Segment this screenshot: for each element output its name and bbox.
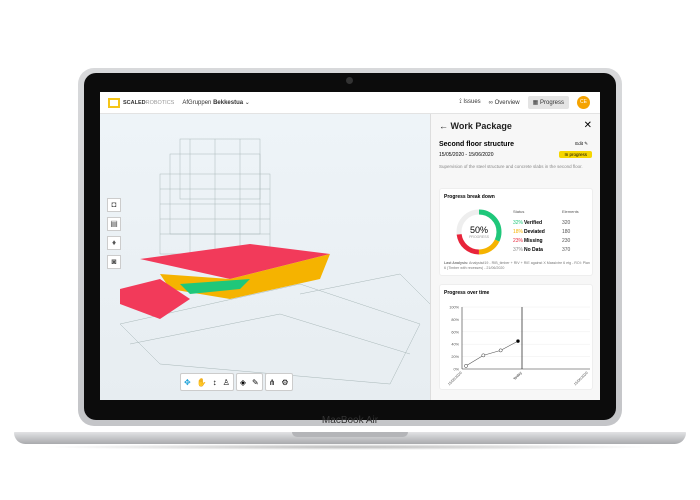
screenshot-icon[interactable]: ◙ bbox=[107, 255, 121, 269]
x-tick-label: Today bbox=[513, 371, 523, 381]
last-analysis-label: Last Analysis: bbox=[444, 261, 469, 265]
device-label: MacBook Air bbox=[321, 415, 379, 426]
row-count: 370 bbox=[562, 246, 571, 253]
x-tick-label: 15/05/2020 bbox=[447, 371, 463, 387]
donut-label: PROGRESS bbox=[469, 235, 489, 239]
breakdown-card: Progress break down 50% PROGRESS Status … bbox=[439, 188, 593, 276]
person-icon[interactable]: ♙ bbox=[222, 377, 230, 387]
data-point bbox=[464, 364, 468, 368]
logo-bold: SCALED bbox=[123, 99, 146, 106]
walk-icon[interactable]: ↕ bbox=[212, 377, 217, 387]
y-tick-label: 20% bbox=[451, 355, 459, 359]
breakdown-row: 32% Verified 320 bbox=[513, 218, 591, 227]
row-pct: 18% bbox=[513, 228, 524, 235]
edit-label: Edit bbox=[575, 141, 583, 146]
status-badge: In progress bbox=[559, 151, 592, 158]
row-pct: 32% bbox=[513, 219, 524, 226]
row-count: 180 bbox=[562, 228, 571, 235]
navigate-icon[interactable]: ✥ bbox=[184, 377, 191, 387]
laptop-notch bbox=[292, 432, 408, 437]
nav-issues[interactable]: ⟟ Issues bbox=[459, 99, 481, 105]
laptop-shadow bbox=[40, 444, 660, 450]
row-count: 230 bbox=[562, 237, 571, 244]
3d-viewport[interactable]: ◘ ▤ ♦ ◙ ✥ ✋ ↕ ♙ ◈ ✎ ⋔ ⚙ bbox=[100, 114, 431, 400]
col-status: Status bbox=[513, 209, 525, 214]
breakdown-row: 18% Deviated 180 bbox=[513, 227, 591, 236]
row-label: No Data bbox=[524, 246, 543, 253]
edit-button[interactable]: Edit ✎ bbox=[575, 141, 588, 146]
y-tick-label: 40% bbox=[451, 343, 459, 347]
x-tick-label: 15/06/2020 bbox=[573, 371, 589, 387]
logo-icon bbox=[108, 97, 120, 108]
chart-title: Progress over time bbox=[444, 290, 490, 296]
donut-percent: 50% bbox=[469, 225, 488, 235]
progress-over-time-card: Progress over time 0% 20% 40% 60% 80% 100% 15/… bbox=[439, 284, 593, 390]
close-icon[interactable]: ✕ bbox=[583, 120, 592, 131]
settings-icon[interactable]: ⚙ bbox=[281, 377, 289, 387]
project-name: Bekkestua bbox=[213, 100, 244, 106]
row-label: Deviated bbox=[524, 228, 545, 235]
hand-icon[interactable]: ✋ bbox=[196, 377, 207, 387]
progress-donut bbox=[456, 209, 502, 255]
y-tick-label: 60% bbox=[451, 330, 459, 334]
card-title: Progress break down bbox=[444, 194, 495, 200]
nav-overview[interactable]: ∞ Overview bbox=[488, 99, 520, 106]
progress-chart: 0% 20% 40% 60% 80% 100% 15/05/2020 Today 15/06/2… bbox=[447, 306, 590, 387]
row-label: Missing bbox=[524, 237, 543, 244]
row-label: Verified bbox=[524, 219, 543, 226]
breakdown-row: 37% No Data 370 bbox=[513, 245, 591, 254]
measure-icon[interactable]: ✎ bbox=[252, 377, 259, 387]
drop-icon[interactable]: ♦ bbox=[107, 236, 121, 250]
laptop-base bbox=[14, 432, 686, 444]
building-model bbox=[119, 138, 431, 385]
data-point bbox=[516, 339, 520, 343]
data-point bbox=[498, 348, 503, 353]
slab-verified bbox=[180, 279, 250, 294]
back-arrow-icon[interactable]: ← bbox=[439, 121, 448, 131]
data-point bbox=[481, 353, 486, 358]
camera bbox=[346, 77, 353, 84]
breakdown-row: 23% Missing 230 bbox=[513, 236, 591, 245]
logo-light: ROBOTICS bbox=[145, 99, 175, 106]
date-range: 15/05/2020 - 15/06/2020 bbox=[439, 152, 494, 158]
col-elements: Elements bbox=[562, 209, 579, 214]
tree-icon[interactable]: ⋔ bbox=[268, 377, 276, 387]
row-count: 320 bbox=[562, 219, 571, 226]
project-selector[interactable]: AfGruppen Bekkestua ⌄ bbox=[182, 99, 249, 106]
slab-missing-2 bbox=[120, 279, 190, 319]
project-prefix: AfGruppen bbox=[182, 100, 212, 106]
last-analysis-text: Analysis#19 - RIB_timber + RIV + RIE aga… bbox=[444, 261, 590, 270]
row-pct: 37% bbox=[513, 246, 524, 253]
layers-icon[interactable]: ▤ bbox=[107, 217, 121, 231]
nav-label: Progress bbox=[539, 100, 564, 106]
nav-label: Overview bbox=[494, 99, 520, 106]
panel-title: Work Package bbox=[450, 121, 512, 131]
donut-verified bbox=[456, 209, 502, 255]
camera-icon[interactable]: ◘ bbox=[107, 198, 121, 212]
chevron-down-icon: ⌄ bbox=[244, 100, 250, 106]
section-icon[interactable]: ◈ bbox=[239, 377, 246, 387]
slab-missing bbox=[140, 244, 330, 279]
progress-line bbox=[465, 340, 519, 367]
description: Supervision of the steel structure and c… bbox=[439, 164, 583, 169]
y-tick-label: 80% bbox=[451, 318, 459, 322]
donut-deviated bbox=[456, 209, 502, 255]
work-package-panel: ← Work Package ✕ Second floor structure … bbox=[430, 114, 600, 400]
row-pct: 23% bbox=[513, 237, 524, 244]
bottom-toolbar: ✥ ✋ ↕ ♙ ◈ ✎ ⋔ ⚙ bbox=[180, 373, 293, 391]
nav-progress[interactable]: ▦ Progress bbox=[527, 96, 569, 109]
app-screen: SCALED ROBOTICS AfGruppen Bekkestua ⌄ ⟟ I… bbox=[100, 92, 600, 400]
y-tick-label: 0% bbox=[454, 368, 460, 372]
avatar[interactable]: CE bbox=[577, 96, 590, 109]
y-tick-label: 100% bbox=[449, 306, 459, 310]
nav-label: Issues bbox=[463, 99, 481, 105]
top-bar: SCALED ROBOTICS AfGruppen Bekkestua ⌄ ⟟ I… bbox=[100, 92, 600, 114]
package-name: Second floor structure bbox=[439, 141, 515, 148]
